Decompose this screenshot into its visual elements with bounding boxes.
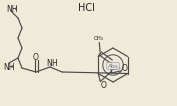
Text: Abs: Abs <box>108 63 118 68</box>
Text: O: O <box>121 64 127 73</box>
Text: O: O <box>100 81 106 90</box>
Text: H: H <box>51 59 57 68</box>
Text: $_2$: $_2$ <box>13 6 18 13</box>
Text: CH₃: CH₃ <box>94 36 104 41</box>
Text: N: N <box>46 59 52 68</box>
Text: HCl: HCl <box>78 3 95 13</box>
Text: $_2$: $_2$ <box>10 64 15 71</box>
Text: NH: NH <box>3 63 15 72</box>
Text: NH: NH <box>6 4 18 13</box>
Text: O: O <box>33 52 39 61</box>
